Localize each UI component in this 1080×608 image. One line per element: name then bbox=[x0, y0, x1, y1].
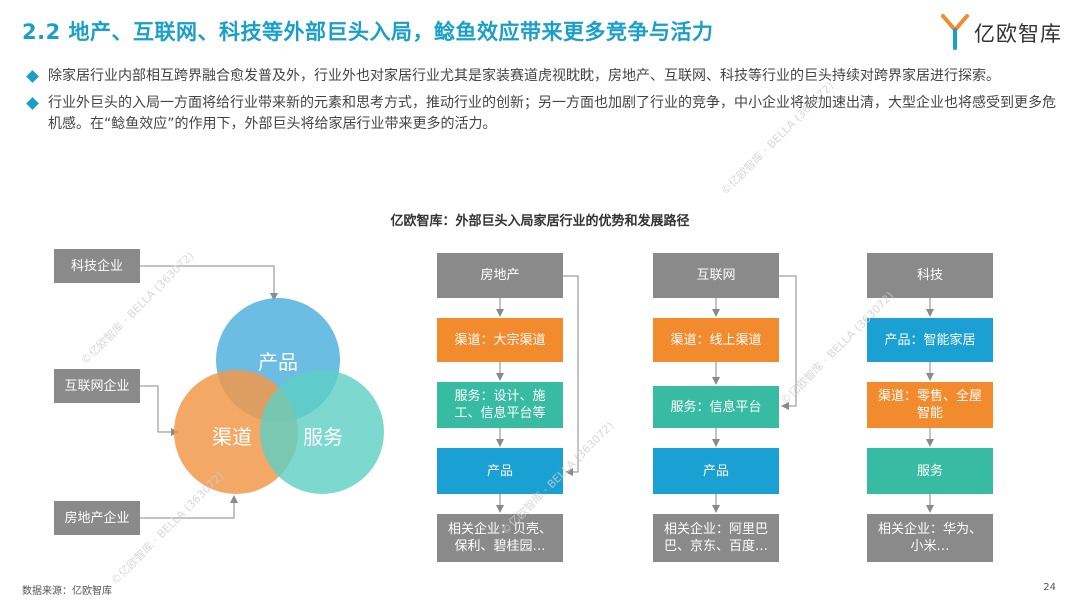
bullet-item: 行业外巨头的入局一方面将给行业带来新的元素和思考方式，推动行业的创新；另一方面也… bbox=[26, 93, 1056, 135]
circle-product-label: 产品 bbox=[258, 350, 298, 374]
bullet-item: 除家居行业内部相互跨界融合愈发普及外，行业外也对家居行业尤其是家装赛道虎视眈眈，… bbox=[26, 66, 1056, 87]
path-tech-step-channel: 渠道：零售、全屋智能 bbox=[867, 382, 993, 428]
page-number: 24 bbox=[1043, 582, 1056, 593]
path-tech-step-product: 产品：智能家居 bbox=[867, 318, 993, 362]
path-internet-companies: 相关企业：阿里巴巴、京东、百度… bbox=[653, 514, 779, 562]
logo-text: 亿欧智库 bbox=[974, 22, 1062, 46]
circle-channel bbox=[174, 370, 298, 494]
path-tech-companies: 相关企业：华为、小米… bbox=[867, 514, 993, 562]
path-internet-step-service: 服务：信息平台 bbox=[653, 386, 779, 428]
bullet-text: 行业外巨头的入局一方面将给行业带来新的元素和思考方式，推动行业的创新；另一方面也… bbox=[48, 95, 1056, 132]
circle-channel-label: 渠道 bbox=[212, 425, 252, 449]
page-title: 2.2 地产、互联网、科技等外部巨头入局，鲶鱼效应带来更多竞争与活力 bbox=[22, 20, 714, 44]
path-tech-step-service: 服务 bbox=[867, 448, 993, 494]
circle-service-label: 服务 bbox=[303, 425, 343, 449]
input-tech-company: 科技企业 bbox=[54, 249, 140, 283]
path-internet-step-channel: 渠道：线上渠道 bbox=[653, 318, 779, 362]
path-internet-header: 互联网 bbox=[653, 253, 779, 298]
path-realestate-step-product: 产品 bbox=[437, 448, 563, 494]
path-tech-header: 科技 bbox=[867, 253, 993, 298]
diagram-title: 亿欧智库：外部巨头入局家居行业的优势和发展路径 bbox=[390, 214, 690, 229]
path-realestate-step-service: 服务：设计、施工、信息平台等 bbox=[437, 382, 563, 428]
input-realestate-company: 房地产企业 bbox=[54, 501, 140, 535]
path-realestate-step-channel: 渠道：大宗渠道 bbox=[437, 318, 563, 362]
data-source: 数据来源：亿欧智库 bbox=[22, 586, 112, 597]
path-internet-step-product: 产品 bbox=[653, 448, 779, 494]
circle-service bbox=[260, 370, 384, 494]
input-internet-company: 互联网企业 bbox=[54, 369, 140, 403]
logo: 亿欧智库 bbox=[940, 12, 1070, 52]
logo-mark-icon bbox=[941, 14, 969, 50]
path-realestate-header: 房地产 bbox=[437, 253, 563, 298]
path-realestate-companies: 相关企业：贝壳、保利、碧桂园… bbox=[437, 514, 563, 562]
bullet-list: 除家居行业内部相互跨界融合愈发普及外，行业外也对家居行业尤其是家装赛道虎视眈眈，… bbox=[26, 66, 1056, 141]
bullet-text: 除家居行业内部相互跨界融合愈发普及外，行业外也对家居行业尤其是家装赛道虎视眈眈，… bbox=[48, 68, 1000, 84]
